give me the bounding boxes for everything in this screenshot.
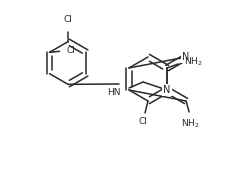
Text: Cl: Cl: [63, 15, 72, 24]
Text: Cl: Cl: [67, 46, 75, 55]
Text: NH$_2$: NH$_2$: [184, 56, 203, 68]
Text: N: N: [182, 52, 190, 62]
Text: N: N: [163, 85, 171, 95]
Text: Cl: Cl: [139, 117, 147, 126]
Text: NH$_2$: NH$_2$: [181, 117, 200, 129]
Text: HN: HN: [108, 88, 121, 96]
